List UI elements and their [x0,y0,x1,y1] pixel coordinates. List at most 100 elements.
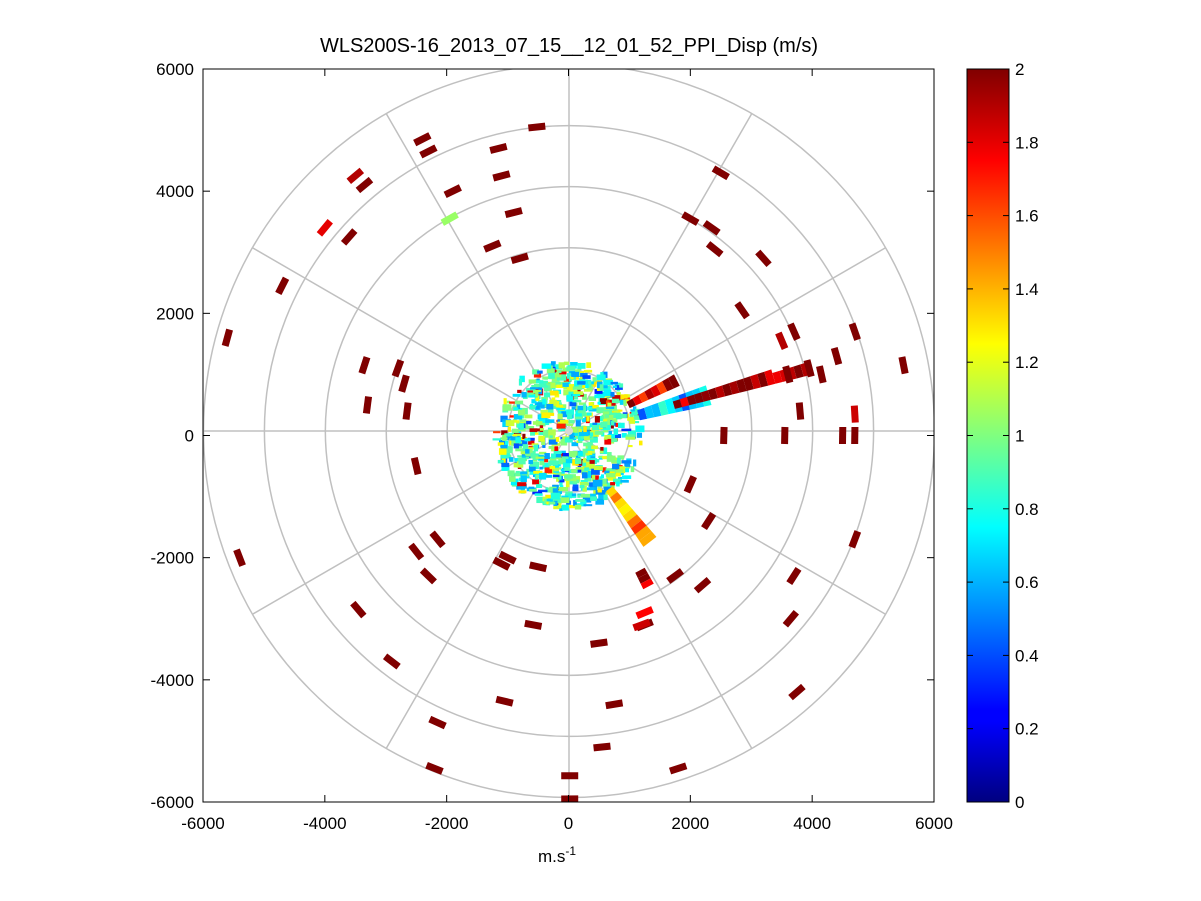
return-cell [355,176,374,194]
near-field-cell [585,384,589,388]
x-tick-label: -6000 [181,814,224,833]
return-cell [816,365,827,384]
near-field-cell [583,369,593,373]
near-field-cell [528,465,536,472]
return-cell [561,795,579,802]
near-field-cell [581,472,588,479]
near-field-cell [608,408,616,411]
near-field-cell [613,434,622,439]
near-field-cell [574,504,582,510]
x-tick-label: 0 [564,814,573,833]
near-field-cell [589,483,598,491]
near-field-cell [525,392,534,398]
colorbar-tick-label: 1.4 [1015,280,1039,299]
near-field-cell [563,361,570,366]
near-field-cell [510,443,516,446]
near-field-cell [577,367,582,371]
near-field-cell [511,428,519,433]
near-field-cell [600,372,604,377]
near-field-cell [555,404,563,407]
near-field-cell [579,377,583,383]
near-field-cell [529,428,538,432]
near-field-cell [532,421,543,425]
near-field-cell [570,426,578,433]
colorbar-tick-label: 0.2 [1015,720,1039,739]
return-cell [702,220,721,236]
near-field-cell [563,386,568,390]
sector-cell [668,374,680,389]
near-field-cell [603,494,608,501]
near-field-cell [550,382,556,389]
sector-cell [672,399,683,409]
near-field-cell [565,480,570,488]
near-field-cell [599,384,604,391]
x-axis-label-text: m.s [538,847,565,866]
near-field-cell [598,426,603,430]
near-field-cell [579,372,588,377]
near-field-cell [633,459,637,467]
sector-cell [614,497,628,510]
near-field-cell [552,371,562,378]
near-field-cell [597,488,602,493]
near-field-cell [572,386,583,390]
near-field-cell [572,479,580,484]
return-cell [787,322,801,341]
near-field-cell [599,398,608,405]
near-field-cell [605,395,614,398]
near-field-cell [549,390,559,396]
return-cell [425,762,444,775]
near-field-cell [550,492,560,500]
near-field-cell [615,385,623,390]
near-field-cell [564,467,570,471]
near-field-cell [611,483,615,490]
near-field-cell [615,412,622,420]
near-field-cell [498,448,507,455]
near-field-cell [636,432,643,438]
x-axis-label-superscript: -1 [565,844,576,858]
near-field-cell [624,399,630,404]
near-field-cell [558,502,562,509]
near-field-cell [604,414,610,418]
near-field-cell [588,402,593,406]
colorbar-tick-label: 1 [1015,427,1024,446]
near-field-cell [616,481,620,487]
sector-cell [707,387,718,400]
x-tick-label: -2000 [425,814,468,833]
near-field-cell [568,391,574,397]
return-cell [233,548,246,567]
near-field-cell [541,439,546,446]
near-field-cell [528,459,533,465]
near-field-cell [512,393,521,397]
near-field-cell [602,455,608,460]
near-field-cell [535,380,544,384]
near-field-cell [584,467,590,471]
near-field-cell [529,404,538,410]
near-field-cell [621,433,627,438]
near-field-cell [606,455,616,462]
near-field-cell [530,445,537,449]
near-field-cell [570,477,577,482]
near-field-cell [632,406,637,413]
sector-cell [644,388,655,400]
near-field-cell [557,475,562,480]
near-field-cell [559,480,563,487]
near-field-cell [620,472,624,475]
near-field-cell [604,437,612,445]
colorbar-tick-label: 1.6 [1015,207,1039,226]
near-field-cell [560,438,568,446]
near-field-cell [610,381,618,385]
near-field-cell [528,438,535,445]
near-field-cell [583,426,587,433]
near-field-cell [541,396,548,401]
return-cell [275,276,290,296]
near-field-cell [628,444,633,448]
near-field-cell [500,444,508,449]
near-field-cell [630,466,635,473]
near-field-cell [541,412,551,419]
near-field-cell [546,368,555,373]
near-field-cell [577,410,585,414]
near-field-cell [625,436,636,440]
near-field-cell [584,477,592,482]
near-field-cell [581,482,590,486]
near-field-cell [582,375,591,379]
